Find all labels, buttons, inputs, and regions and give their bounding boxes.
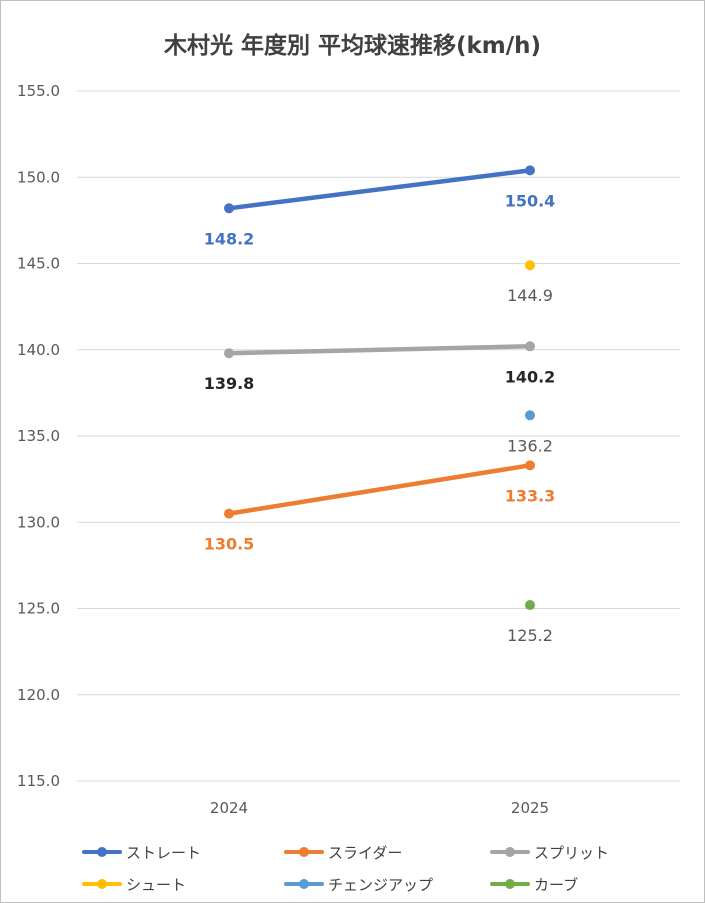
y-tick-label: 125.0 <box>17 600 60 618</box>
data-label: 140.2 <box>505 367 556 386</box>
y-tick-label: 155.0 <box>17 82 60 100</box>
y-tick-label: 145.0 <box>17 255 60 273</box>
data-label: 148.2 <box>204 229 255 248</box>
series-line <box>226 344 533 356</box>
data-point <box>525 410 535 421</box>
x-tick-label: 2024 <box>210 799 248 817</box>
data-label: 139.8 <box>204 374 255 393</box>
data-label: 130.5 <box>204 535 255 554</box>
y-tick-label: 120.0 <box>17 686 60 704</box>
data-point <box>525 460 535 471</box>
y-tick-label: 130.0 <box>17 513 60 531</box>
series-line <box>226 168 533 211</box>
data-point <box>224 203 234 214</box>
data-point <box>224 348 234 359</box>
data-point <box>525 165 535 176</box>
y-tick-label: 140.0 <box>17 341 60 359</box>
data-label: 136.2 <box>507 436 553 455</box>
data-point <box>525 341 535 352</box>
data-point <box>525 600 535 611</box>
series-line <box>226 463 533 516</box>
data-label: 150.4 <box>505 191 556 210</box>
data-label: 125.2 <box>507 626 553 645</box>
data-point <box>224 508 234 519</box>
chart-title: 木村光 年度別 平均球速推移(km/h) <box>163 33 542 59</box>
data-label: 144.9 <box>507 286 553 305</box>
data-point <box>525 260 535 271</box>
y-tick-label: 135.0 <box>17 427 60 445</box>
y-tick-label: 115.0 <box>17 772 60 790</box>
x-tick-label: 2025 <box>511 799 549 817</box>
data-label: 133.3 <box>505 486 556 505</box>
y-tick-label: 150.0 <box>17 168 60 186</box>
